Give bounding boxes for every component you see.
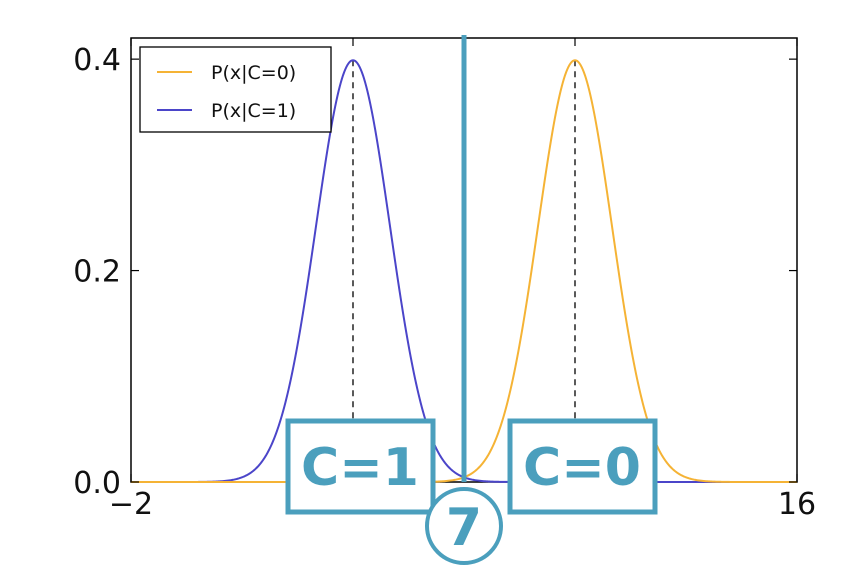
annotations: C=1 C=0 7	[285, 35, 658, 565]
y-tick-label: 0.2	[73, 255, 121, 290]
legend-label: P(x|C=0)	[211, 62, 296, 84]
x-tick-label: 16	[778, 487, 816, 522]
mean-markers	[352, 60, 576, 482]
region-label-text: C=0	[523, 438, 641, 498]
legend: P(x|C=0) P(x|C=1)	[139, 46, 332, 133]
legend-label: P(x|C=1)	[211, 100, 296, 122]
y-tick-label: 0.0	[73, 466, 121, 501]
axis-tick-labels: 0.0 0.2 0.4 −2 16	[73, 43, 816, 522]
boundary-value-marker: 7	[425, 487, 503, 565]
region-label-c1: C=1	[285, 418, 436, 515]
region-label-box	[507, 418, 658, 515]
boundary-value-circle	[425, 487, 503, 565]
x-tick-label: −2	[109, 487, 153, 522]
region-label-text: C=1	[301, 438, 419, 498]
y-tick-label: 0.4	[73, 43, 121, 78]
region-label-c0: C=0	[507, 418, 658, 515]
region-label-box	[285, 418, 436, 515]
boundary-value-text: 7	[446, 498, 482, 558]
legend-box	[139, 46, 332, 133]
